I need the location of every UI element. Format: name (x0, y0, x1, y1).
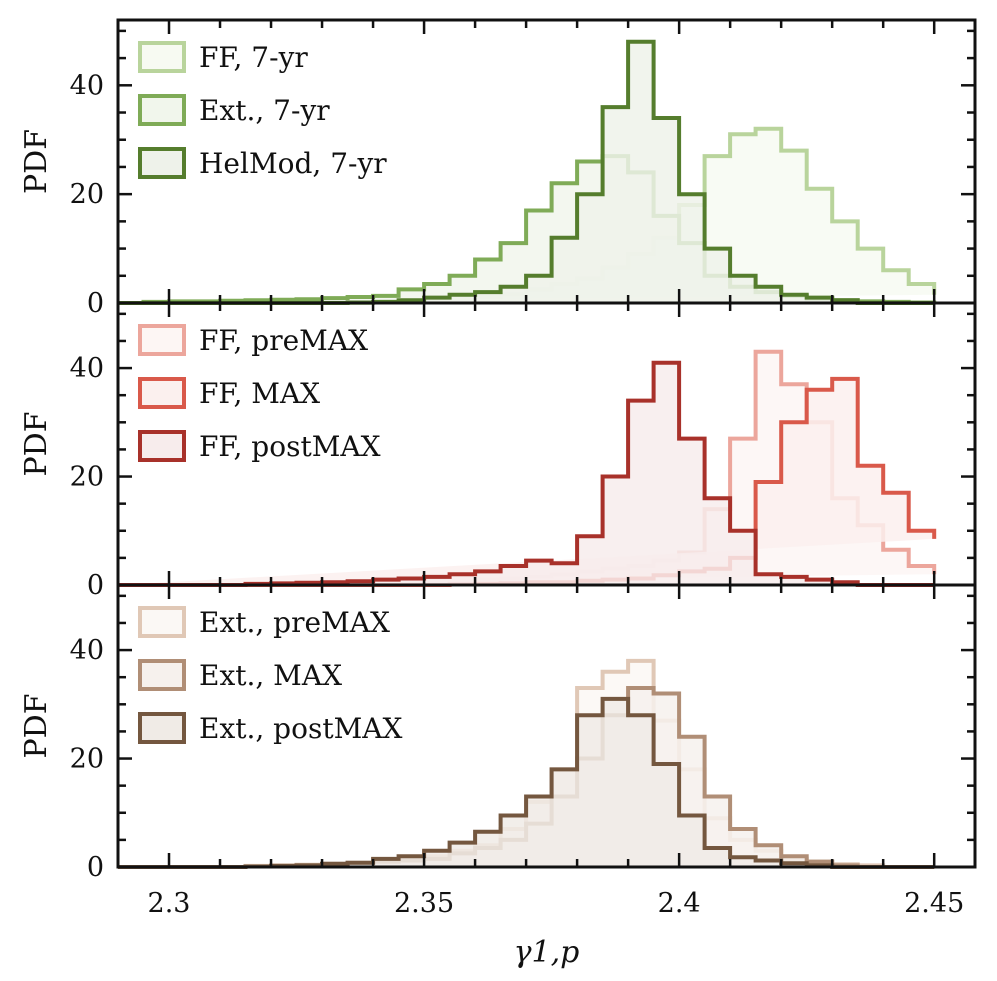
legend-swatch-bottom-2 (138, 712, 186, 744)
panel-bottom: 0 20 40 PDF Ext., preMAX Ext., MAX Ext., postM… (19, 583, 977, 970)
legend-swatch-top-0 (138, 41, 186, 73)
ytick-label: 20 (70, 179, 104, 210)
ytick-label: 40 (70, 70, 104, 101)
legend-label-bottom-0: Ext., preMAX (199, 606, 390, 639)
legend-swatch-top-1 (138, 94, 186, 126)
legend-label-top-0: FF, 7-yr (199, 41, 308, 74)
y-axis-label: PDF (19, 411, 54, 476)
hist-fill-middle-1 (118, 378, 935, 585)
y-axis-label: PDF (19, 129, 54, 194)
legend-swatch-top-2 (138, 147, 186, 179)
legend-label-middle-2: FF, postMAX (199, 430, 381, 463)
legend-label-top-1: Ext., 7-yr (199, 94, 330, 127)
ytick-label: 20 (70, 462, 104, 493)
ytick-label: 40 (70, 635, 104, 666)
xtick-label: 2.45 (904, 888, 964, 919)
legend-label-middle-1: FF, MAX (199, 377, 320, 410)
ytick-label: 0 (87, 288, 104, 319)
y-axis-label: PDF (19, 693, 54, 758)
xtick-label: 2.35 (394, 888, 454, 919)
legend-label-top-2: HelMod, 7-yr (199, 147, 387, 180)
legend-label-middle-0: FF, preMAX (199, 324, 368, 357)
panel-middle: 0 20 40 PDF FF, preMAX FF, MAX FF, postMAX (19, 301, 977, 601)
legend-swatch-middle-2 (138, 430, 186, 462)
ytick-label: 0 (87, 852, 104, 883)
panel-top: 0 20 40 PDF FF, 7-yr Ext., 7-yr HelMod, 7-yr (19, 18, 977, 319)
x-axis-label: γ1,p (514, 935, 580, 970)
xtick-label: 2.4 (658, 888, 701, 919)
legend-label-bottom-1: Ext., MAX (199, 659, 342, 692)
legend-label-bottom-2: Ext., postMAX (199, 712, 402, 745)
legend-swatch-bottom-0 (138, 606, 186, 638)
axes-frame-bottom (116, 583, 977, 869)
legend-swatch-bottom-1 (138, 659, 186, 691)
xtick-label: 2.3 (148, 888, 191, 919)
ytick-label: 40 (70, 353, 104, 384)
ytick-label: 0 (87, 570, 104, 601)
hist-fill-bottom-2 (118, 698, 935, 867)
ytick-label: 20 (70, 744, 104, 775)
legend-swatch-middle-1 (138, 377, 186, 409)
hist-series-middle-2 (118, 360, 935, 587)
legend-swatch-middle-0 (138, 324, 186, 356)
